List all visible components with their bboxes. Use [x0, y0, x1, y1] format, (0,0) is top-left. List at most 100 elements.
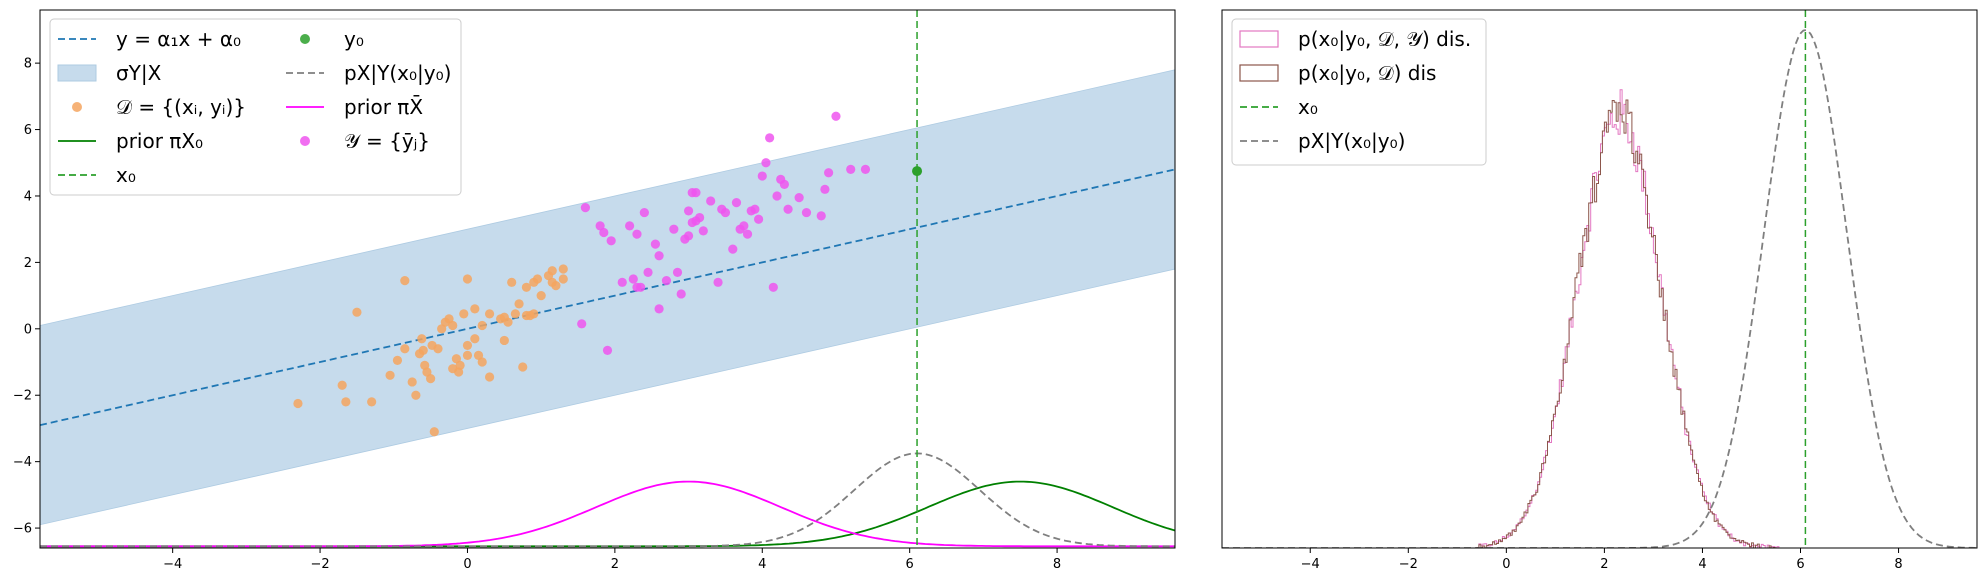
y-tick-label: −4 — [13, 455, 32, 470]
curve-2 — [40, 452, 1175, 548]
left-axes-frame — [39, 9, 1176, 549]
x-tick-label: 6 — [1796, 557, 1804, 572]
data-point-d — [536, 291, 546, 301]
data-point-y — [683, 231, 694, 241]
legend-label: pX|Y(x₀|y₀) — [344, 61, 451, 85]
data-point-y — [794, 193, 804, 203]
data-point-d — [337, 380, 347, 390]
legend-label: p(x₀|y₀, 𝒟) dis — [1298, 61, 1436, 85]
gaussian-curve — [1222, 29, 1977, 548]
data-point-y — [757, 171, 767, 181]
data-point-d — [407, 377, 417, 387]
y-tick-label: 8 — [24, 57, 32, 72]
data-point-y — [783, 204, 793, 214]
legend-label: x₀ — [116, 163, 136, 187]
legend-handle-marker — [300, 136, 310, 146]
data-point-y — [816, 211, 826, 221]
legend-label: prior πX̄ — [344, 94, 423, 119]
data-point-y — [739, 221, 749, 231]
data-point-d — [385, 370, 395, 380]
data-point-d — [400, 276, 410, 286]
data-point-y — [628, 274, 638, 284]
legend-label: 𝒟 = {(xᵢ, yᵢ)} — [116, 95, 246, 119]
legend-label: p(x₀|y₀, 𝒟, 𝒴) dis. — [1298, 27, 1471, 51]
x-tick-label: −4 — [163, 557, 182, 572]
data-point-d — [484, 372, 495, 382]
legend-handle-box — [1239, 64, 1279, 82]
right-legend-box — [1231, 18, 1487, 166]
data-point-d — [518, 362, 528, 372]
data-point-d — [521, 282, 532, 292]
data-point-y — [636, 282, 646, 292]
curve-1 — [40, 480, 1175, 548]
data-point-y — [761, 158, 771, 168]
data-point-d — [507, 277, 517, 287]
data-point-y — [632, 229, 642, 239]
data-point-d — [462, 274, 473, 284]
y-tick-label: −2 — [13, 389, 32, 404]
data-point-d — [470, 304, 480, 314]
data-point-y — [753, 214, 764, 224]
data-point-y — [860, 164, 871, 175]
data-point-d — [417, 334, 427, 344]
data-point-y — [831, 111, 841, 121]
left-plot-area — [40, 10, 1175, 548]
legend-handle-marker — [72, 102, 82, 112]
data-point-y — [846, 164, 856, 175]
data-point-d — [547, 277, 557, 287]
legend-label: pX|Y(x₀|y₀) — [1298, 129, 1405, 153]
data-point-d — [459, 309, 469, 319]
data-point-d — [448, 320, 458, 331]
legend-label: y₀ — [344, 27, 364, 51]
data-point-d — [433, 344, 443, 354]
left-chart-panel: −4 −2 0 2 4 6 8 −6 −4 −2 0 2 4 6 8 y = α₁x + α₀ σY|X 𝒟 = … — [13, 9, 1176, 572]
data-point-y — [691, 188, 701, 198]
data-point-y — [606, 236, 616, 246]
data-point-y — [731, 198, 742, 208]
data-point-y — [776, 174, 786, 184]
data-point-d — [558, 264, 568, 274]
y-tick-label: −6 — [13, 522, 32, 537]
x-tick-label: −2 — [1399, 557, 1418, 572]
left-legend-box — [49, 18, 462, 196]
data-point-d — [462, 350, 473, 360]
legend-handle-box — [1239, 30, 1279, 48]
data-point-y — [742, 229, 753, 239]
data-point-d — [477, 320, 487, 331]
data-point-y — [698, 226, 708, 236]
curve-0 — [40, 480, 1175, 548]
data-point-d — [293, 398, 303, 409]
legend-handle-marker — [300, 34, 310, 44]
legend-label: 𝒴 = {ȳⱼ} — [344, 129, 430, 153]
legend-label: σY|X — [116, 61, 162, 85]
y0-point — [912, 166, 923, 177]
data-point-y — [801, 207, 812, 218]
histogram-0 — [1476, 89, 1781, 548]
y-tick-label: 4 — [24, 189, 32, 204]
sigma-band — [40, 69, 1175, 526]
right-chart-panel: −4 −2 0 2 4 6 8 p(x₀|y₀, 𝒟, 𝒴) dis. p(x₀|y₀, 𝒟) … — [1221, 9, 1978, 572]
data-point-d — [484, 309, 495, 319]
x-tick-label: 8 — [1894, 557, 1902, 572]
data-point-d — [455, 360, 465, 370]
y-tick-label: 2 — [24, 256, 32, 271]
data-point-y — [695, 212, 705, 223]
histogram-1 — [1476, 99, 1781, 548]
data-point-y — [713, 277, 723, 287]
right-legend: p(x₀|y₀, 𝒟, 𝒴) dis. p(x₀|y₀, 𝒟) dis x₀ pX|Y… — [1231, 18, 1487, 166]
data-point-y — [750, 204, 760, 214]
data-point-y — [617, 277, 627, 287]
x-tick-label: 6 — [906, 557, 914, 572]
data-point-y — [580, 202, 590, 213]
data-point-y — [599, 227, 609, 238]
data-point-y — [728, 244, 738, 254]
data-point-d — [429, 427, 439, 437]
data-point-y — [717, 204, 727, 214]
data-point-y — [650, 239, 661, 249]
data-point-d — [503, 317, 513, 327]
data-point-y — [577, 319, 587, 329]
data-point-y — [768, 282, 778, 292]
x-tick-label: 2 — [1600, 557, 1608, 572]
data-point-d — [547, 266, 557, 276]
